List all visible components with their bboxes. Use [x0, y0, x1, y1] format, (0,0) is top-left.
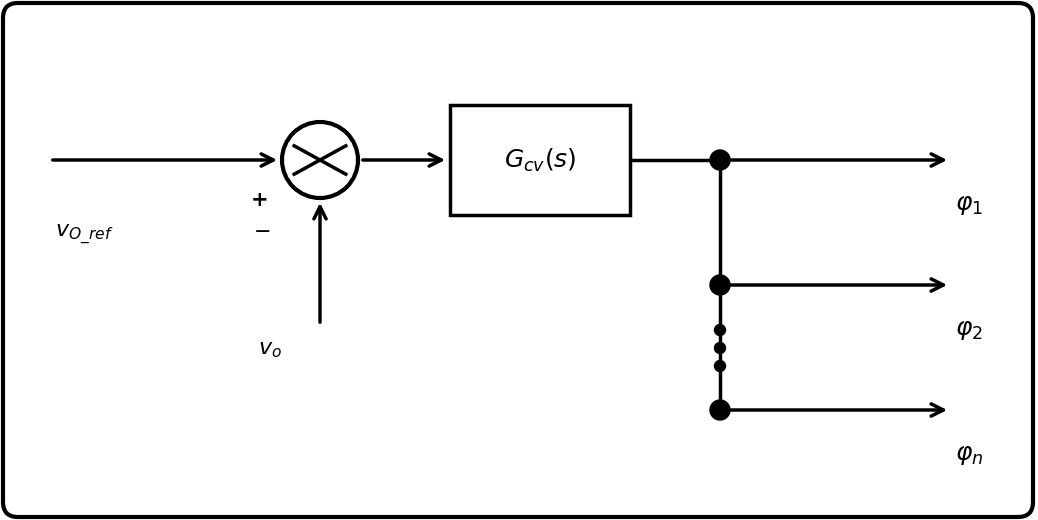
Text: $-$: $-$	[253, 220, 271, 240]
Circle shape	[710, 275, 730, 295]
Text: $G_{cv}(s)$: $G_{cv}(s)$	[503, 147, 576, 174]
Text: $\varphi_1$: $\varphi_1$	[955, 193, 983, 217]
Circle shape	[714, 324, 726, 335]
Circle shape	[714, 343, 726, 354]
Text: $\boldsymbol{v_{O\_ref}}$: $\boldsymbol{v_{O\_ref}}$	[55, 223, 113, 247]
Circle shape	[710, 400, 730, 420]
Text: +: +	[251, 190, 269, 210]
FancyBboxPatch shape	[450, 105, 630, 215]
Text: $\varphi_2$: $\varphi_2$	[955, 318, 983, 342]
Circle shape	[710, 150, 730, 170]
FancyBboxPatch shape	[3, 3, 1033, 517]
Text: $\varphi_n$: $\varphi_n$	[955, 443, 983, 467]
Circle shape	[714, 360, 726, 371]
Text: $\boldsymbol{v_o}$: $\boldsymbol{v_o}$	[258, 340, 282, 360]
